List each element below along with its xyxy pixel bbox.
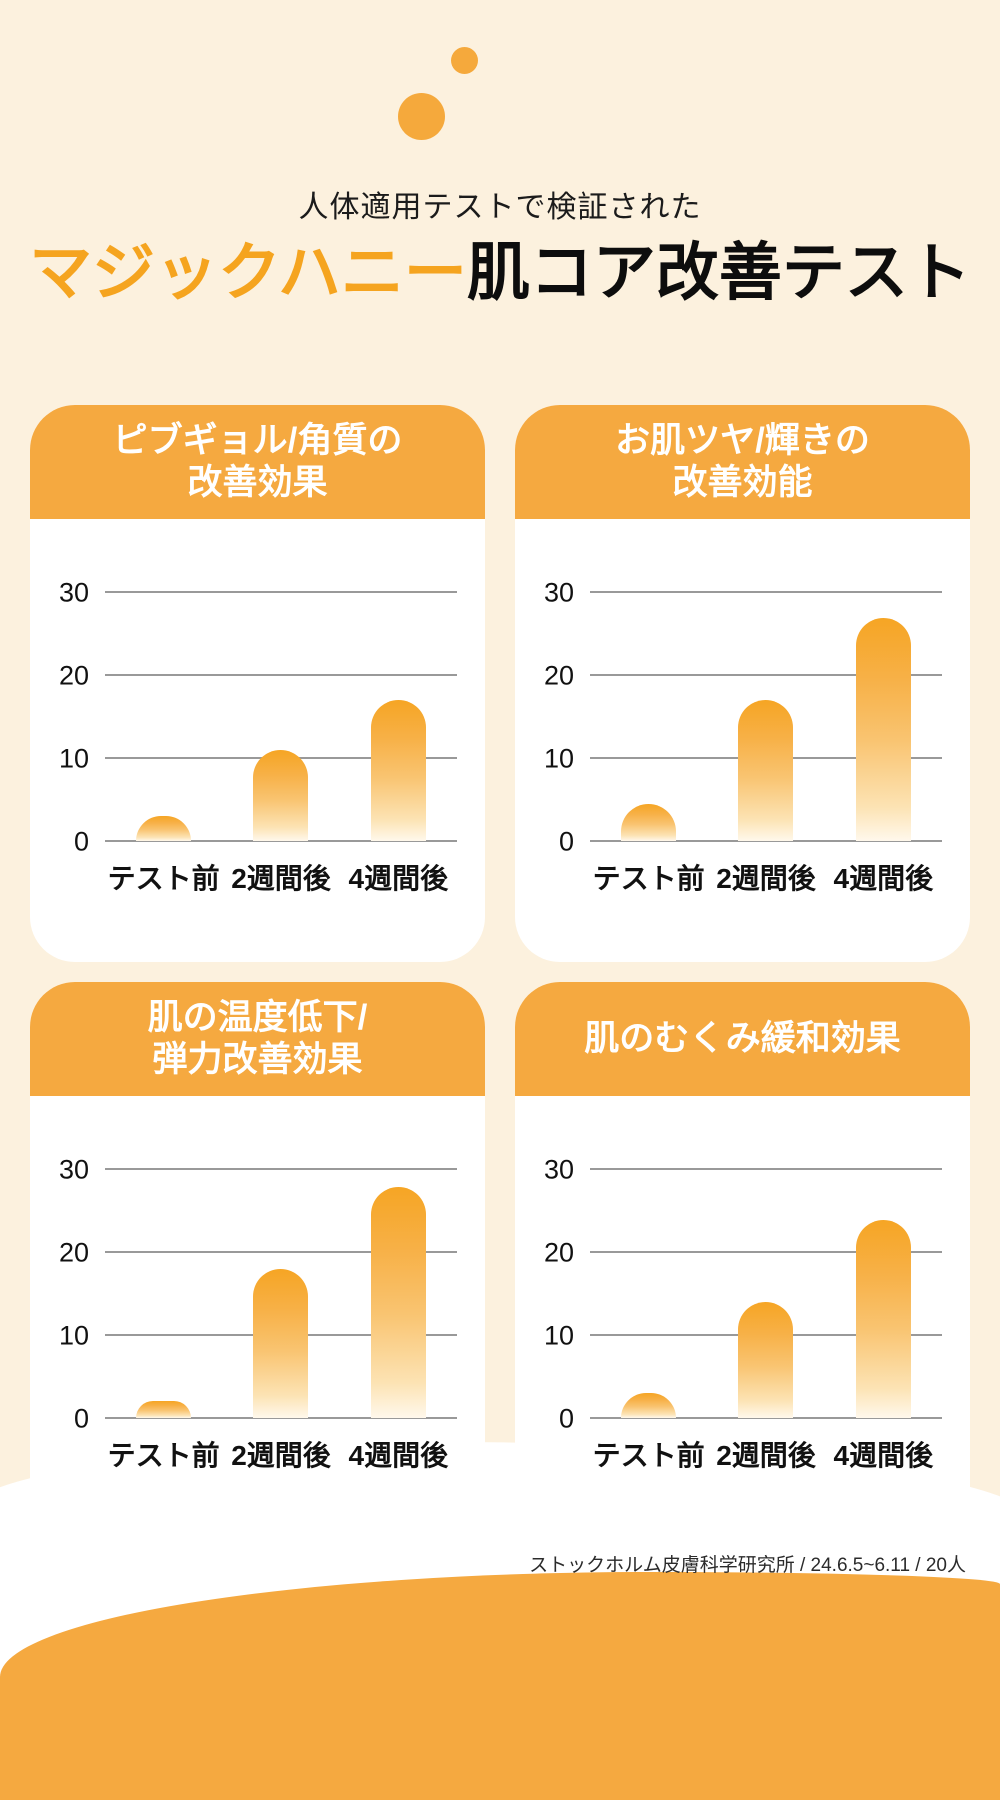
gridline [590, 674, 942, 676]
gridline [105, 591, 457, 593]
gridline [105, 674, 457, 676]
gridline [590, 1251, 942, 1253]
gridline [105, 1417, 457, 1419]
chart-plot: 30 20 10 0 テスト前 2週間後 4週間後 [30, 1096, 485, 1539]
gridline [590, 1168, 942, 1170]
y-tick-label: 10 [543, 1320, 574, 1351]
y-tick-label: 20 [58, 660, 89, 691]
bar-test-before [621, 1393, 677, 1418]
chart-title-line: 肌のむくみ緩和効果 [584, 1019, 901, 1058]
bar-test-before [621, 803, 677, 841]
gridline [590, 1417, 942, 1419]
bar-test-before [136, 816, 192, 841]
x-tick-label: テスト前 [592, 1440, 705, 1471]
bar-2weeks [738, 1302, 794, 1418]
chart-plot: 30 20 10 0 テスト前 2週間後 4週間後 [30, 519, 485, 962]
bar-4weeks [370, 1186, 426, 1418]
bar-2weeks [738, 700, 794, 841]
page-heading: 人体適用テストで検証された マジックハニー肌コア改善テスト [0, 182, 1000, 306]
x-tick-label: 4週間後 [833, 1440, 934, 1471]
chart-card-pibgyeol: ピブギョル/角質の 改善効果 30 20 10 0 [30, 405, 485, 962]
bottom-orange-wave [0, 1572, 1000, 1800]
chart-title-line: 弾力改善効果 [152, 1040, 363, 1079]
chart-title-line: ピブギョル/角質の [112, 421, 403, 460]
y-tick-label: 0 [558, 826, 574, 857]
chart-plot: 30 20 10 0 テスト前 2週間後 4週間後 [515, 519, 970, 962]
page-title-highlight: マジックハニー [29, 238, 467, 308]
y-tick-label: 10 [58, 1320, 89, 1351]
y-tick-label: 0 [73, 826, 89, 857]
y-tick-label: 30 [58, 577, 89, 608]
plot-area: 30 20 10 0 [59, 578, 457, 857]
source-note: ストックホルム皮膚科学研究所 / 24.6.5~6.11 / 20人 [529, 1555, 966, 1576]
y-tick-label: 20 [543, 1237, 574, 1268]
y-tick-label: 0 [558, 1403, 574, 1434]
x-tick-label: 2週間後 [716, 863, 816, 894]
chart-grid: ピブギョル/角質の 改善効果 30 20 10 0 [30, 405, 970, 1539]
gridline [590, 840, 942, 842]
y-tick-label: 30 [543, 1154, 574, 1185]
y-tick-label: 30 [543, 577, 574, 608]
plot-area: 30 20 10 0 [59, 1155, 457, 1434]
bar-4weeks [855, 1219, 911, 1418]
bar-group [590, 593, 942, 841]
gridline [105, 840, 457, 842]
x-axis-labels: テスト前 2週間後 4週間後 [590, 1434, 942, 1474]
x-tick-label: テスト前 [107, 863, 220, 894]
gridline [105, 1168, 457, 1170]
x-axis-labels: テスト前 2週間後 4週間後 [590, 857, 942, 897]
bar-2weeks [253, 1269, 309, 1418]
chart-card-puffiness: 肌のむくみ緩和効果 30 20 10 0 [515, 982, 970, 1539]
bar-test-before [136, 1401, 192, 1418]
bar-4weeks [370, 700, 426, 841]
x-tick-label: 2週間後 [231, 1440, 331, 1471]
chart-title-gloss: お肌ツヤ/輝きの 改善効能 [515, 405, 970, 519]
bar-group [105, 1170, 457, 1418]
bar-group [590, 1170, 942, 1418]
chart-title-line: 改善効果 [187, 463, 328, 502]
page-title: マジックハニー肌コア改善テスト [0, 240, 1000, 306]
bar-2weeks [253, 750, 309, 841]
x-tick-label: 2週間後 [231, 863, 331, 894]
chart-title-temperature-elasticity: 肌の温度低下/ 弾力改善効果 [30, 982, 485, 1096]
x-axis-labels: テスト前 2週間後 4週間後 [105, 857, 457, 897]
y-tick-label: 10 [543, 743, 574, 774]
y-tick-label: 10 [58, 743, 89, 774]
chart-plot: 30 20 10 0 テスト前 2週間後 4週間後 [515, 1096, 970, 1539]
x-tick-label: テスト前 [107, 1440, 220, 1471]
plot-area: 30 20 10 0 [544, 1155, 942, 1434]
chart-title-pibgyeol: ピブギョル/角質の 改善効果 [30, 405, 485, 519]
page-title-rest: 肌コア改善テスト [466, 238, 971, 308]
chart-title-line: 改善効能 [672, 463, 813, 502]
gridline [590, 591, 942, 593]
x-axis-labels: テスト前 2週間後 4週間後 [105, 1434, 457, 1474]
bar-4weeks [855, 617, 911, 841]
decor-dot-large-icon [398, 93, 445, 140]
y-tick-label: 20 [543, 660, 574, 691]
x-tick-label: テスト前 [592, 863, 705, 894]
y-tick-label: 30 [58, 1154, 89, 1185]
bar-group [105, 593, 457, 841]
decor-dot-small-icon [451, 47, 478, 74]
chart-title-puffiness: 肌のむくみ緩和効果 [515, 982, 970, 1096]
page-subtitle: 人体適用テストで検証された [298, 191, 702, 224]
gridline [105, 1251, 457, 1253]
chart-title-line: お肌ツヤ/輝きの [615, 421, 870, 460]
chart-card-gloss: お肌ツヤ/輝きの 改善効能 30 20 10 0 [515, 405, 970, 962]
plot-area: 30 20 10 0 [544, 578, 942, 857]
x-tick-label: 4週間後 [348, 863, 449, 894]
x-tick-label: 2週間後 [716, 1440, 816, 1471]
chart-title-line: 肌の温度低下/ [147, 998, 368, 1037]
x-tick-label: 4週間後 [833, 863, 934, 894]
y-tick-label: 20 [58, 1237, 89, 1268]
y-tick-label: 0 [73, 1403, 89, 1434]
chart-card-temperature-elasticity: 肌の温度低下/ 弾力改善効果 30 20 10 0 [30, 982, 485, 1539]
x-tick-label: 4週間後 [348, 1440, 449, 1471]
